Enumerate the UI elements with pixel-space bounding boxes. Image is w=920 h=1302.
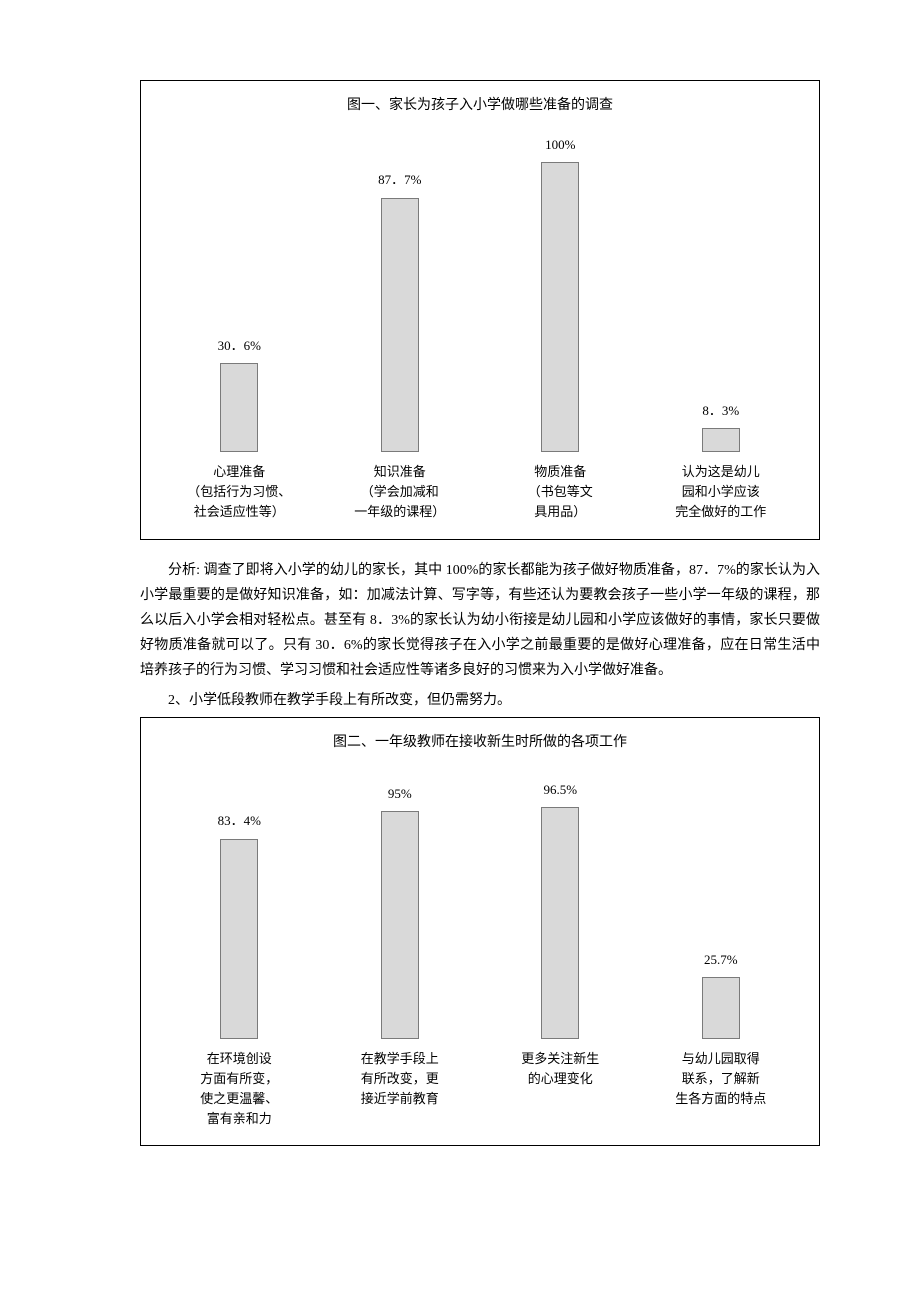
label-line: 与幼儿园取得 — [641, 1049, 802, 1069]
label-line: （学会加减和 — [320, 482, 481, 502]
bar-category-label: 更多关注新生的心理变化 — [480, 1049, 641, 1130]
bar-value-label: 83．4% — [218, 809, 261, 832]
bar-value-label: 95% — [388, 782, 412, 805]
bar-column: 100% — [480, 133, 641, 452]
label-line: 园和小学应该 — [641, 482, 802, 502]
label-line: 心理准备 — [159, 462, 320, 482]
bar-category-label: 与幼儿园取得联系，了解新生各方面的特点 — [641, 1049, 802, 1130]
bar-value-label: 30．6% — [218, 334, 261, 357]
label-line: 完全做好的工作 — [641, 502, 802, 522]
label-line: 的心理变化 — [480, 1069, 641, 1089]
label-line: 方面有所变， — [159, 1069, 320, 1089]
chart-1-title: 图一、家长为孩子入小学做哪些准备的调查 — [159, 93, 801, 118]
bar-category-label: 物质准备（书包等文具用品） — [480, 462, 641, 522]
chart-1-bars: 30．6% 87．7% 100% 8．3% — [159, 132, 801, 452]
bar-category-label: 在环境创设方面有所变，使之更温馨、富有亲和力 — [159, 1049, 320, 1130]
bar — [381, 811, 419, 1039]
bar-category-label: 知识准备（学会加减和一年级的课程） — [320, 462, 481, 522]
bar — [220, 839, 258, 1039]
label-line: 使之更温馨、 — [159, 1089, 320, 1109]
bar — [381, 198, 419, 452]
chart-2-labels: 在环境创设方面有所变，使之更温馨、富有亲和力在教学手段上有所改变，更接近学前教育… — [159, 1049, 801, 1130]
bar — [220, 363, 258, 452]
bar-value-label: 96.5% — [543, 778, 577, 801]
label-line: 接近学前教育 — [320, 1089, 481, 1109]
bar-column: 30．6% — [159, 334, 320, 452]
label-line: 联系，了解新 — [641, 1069, 802, 1089]
label-line: 物质准备 — [480, 462, 641, 482]
label-line: 富有亲和力 — [159, 1109, 320, 1129]
chart-2-bars: 83．4% 95% 96.5% 25.7% — [159, 769, 801, 1039]
bar — [541, 162, 579, 452]
label-line: 在环境创设 — [159, 1049, 320, 1069]
label-line: 更多关注新生 — [480, 1049, 641, 1069]
bar — [541, 807, 579, 1039]
bar-column: 8．3% — [641, 399, 802, 452]
bar-category-label: 认为这是幼儿园和小学应该完全做好的工作 — [641, 462, 802, 522]
label-line: 一年级的课程） — [320, 502, 481, 522]
bar-column: 95% — [320, 782, 481, 1039]
analysis-point-2: 2、小学低段教师在教学手段上有所改变，但仍需努力。 — [140, 688, 820, 713]
analysis-paragraph: 分析: 调查了即将入小学的幼儿的家长，其中 100%的家长都能为孩子做好物质准备… — [140, 558, 820, 684]
label-line: （书包等文 — [480, 482, 641, 502]
label-line: 具用品） — [480, 502, 641, 522]
label-line: 有所改变，更 — [320, 1069, 481, 1089]
bar-value-label: 25.7% — [704, 948, 738, 971]
bar-column: 87．7% — [320, 168, 481, 452]
bar-category-label: 心理准备（包括行为习惯、社会适应性等） — [159, 462, 320, 522]
bar — [702, 428, 740, 452]
bar — [702, 977, 740, 1039]
bar-value-label: 100% — [545, 133, 575, 156]
chart-1: 图一、家长为孩子入小学做哪些准备的调查 30．6% 87．7% 100% 8．3% 心… — [140, 80, 820, 540]
label-line: 认为这是幼儿 — [641, 462, 802, 482]
label-line: 社会适应性等） — [159, 502, 320, 522]
bar-column: 83．4% — [159, 809, 320, 1039]
label-line: 生各方面的特点 — [641, 1089, 802, 1109]
bar-value-label: 8．3% — [702, 399, 739, 422]
chart-1-labels: 心理准备（包括行为习惯、社会适应性等）知识准备（学会加减和一年级的课程）物质准备… — [159, 462, 801, 522]
label-line: （包括行为习惯、 — [159, 482, 320, 502]
label-line: 知识准备 — [320, 462, 481, 482]
bar-value-label: 87．7% — [378, 168, 421, 191]
chart-2: 图二、一年级教师在接收新生时所做的各项工作 83．4% 95% 96.5% 25.7%… — [140, 717, 820, 1147]
bar-category-label: 在教学手段上有所改变，更接近学前教育 — [320, 1049, 481, 1130]
chart-2-title: 图二、一年级教师在接收新生时所做的各项工作 — [159, 730, 801, 755]
bar-column: 96.5% — [480, 778, 641, 1039]
label-line: 在教学手段上 — [320, 1049, 481, 1069]
bar-column: 25.7% — [641, 948, 802, 1039]
